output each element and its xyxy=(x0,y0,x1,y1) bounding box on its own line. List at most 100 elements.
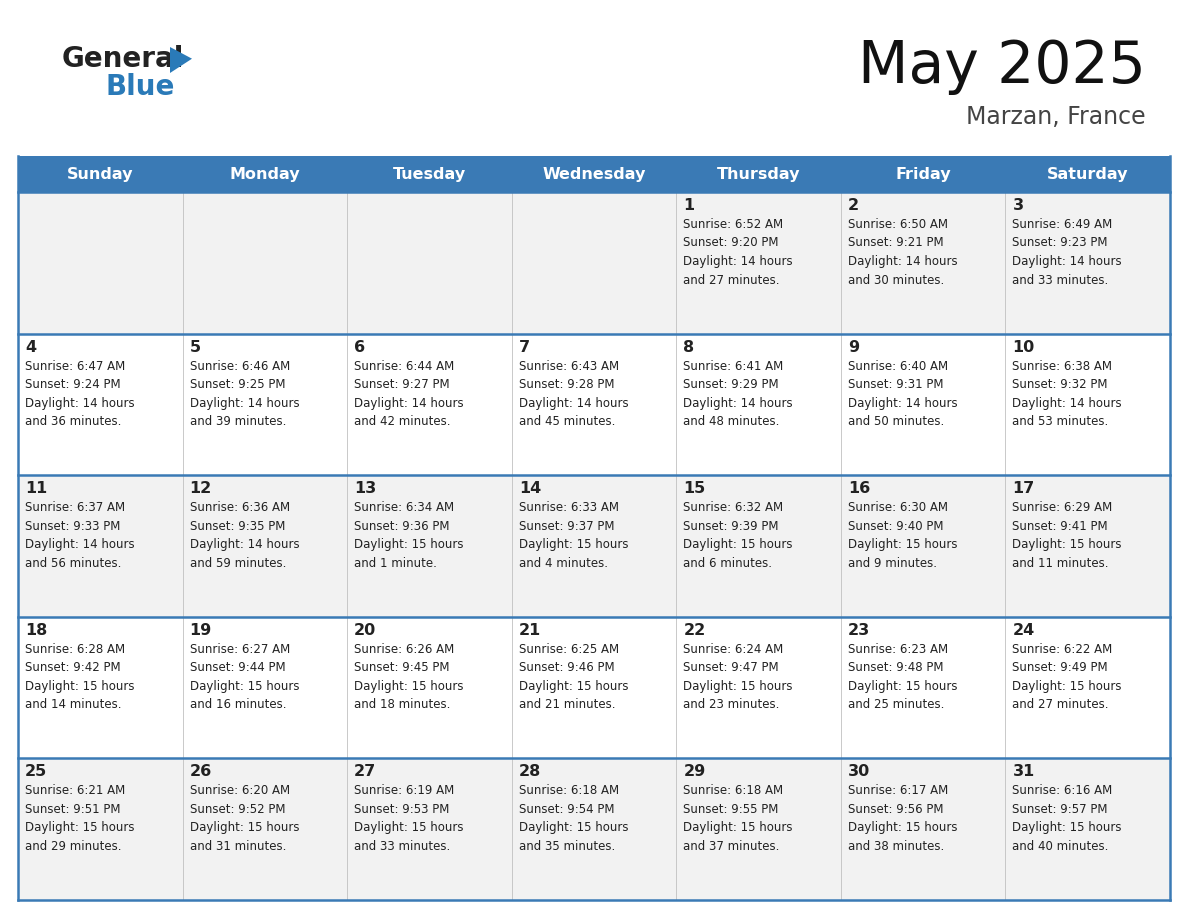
Bar xyxy=(183,617,347,758)
Text: Sunrise: 6:34 AM
Sunset: 9:36 PM
Daylight: 15 hours
and 1 minute.: Sunrise: 6:34 AM Sunset: 9:36 PM Dayligh… xyxy=(354,501,463,570)
Text: 17: 17 xyxy=(1012,481,1035,497)
Bar xyxy=(512,192,676,333)
Bar xyxy=(1005,476,1170,617)
Text: 21: 21 xyxy=(519,622,541,638)
Text: Sunrise: 6:38 AM
Sunset: 9:32 PM
Daylight: 14 hours
and 53 minutes.: Sunrise: 6:38 AM Sunset: 9:32 PM Dayligh… xyxy=(1012,360,1121,428)
Bar xyxy=(676,476,841,617)
Bar xyxy=(512,476,676,617)
Text: Sunrise: 6:25 AM
Sunset: 9:46 PM
Daylight: 15 hours
and 21 minutes.: Sunrise: 6:25 AM Sunset: 9:46 PM Dayligh… xyxy=(519,643,628,711)
Text: Sunrise: 6:16 AM
Sunset: 9:57 PM
Daylight: 15 hours
and 40 minutes.: Sunrise: 6:16 AM Sunset: 9:57 PM Dayligh… xyxy=(1012,784,1121,853)
Text: Marzan, France: Marzan, France xyxy=(966,105,1146,129)
Bar xyxy=(512,617,676,758)
Text: Sunrise: 6:29 AM
Sunset: 9:41 PM
Daylight: 15 hours
and 11 minutes.: Sunrise: 6:29 AM Sunset: 9:41 PM Dayligh… xyxy=(1012,501,1121,570)
Bar xyxy=(841,758,1005,900)
Bar xyxy=(676,156,841,192)
Bar xyxy=(18,156,183,192)
Text: Sunrise: 6:43 AM
Sunset: 9:28 PM
Daylight: 14 hours
and 45 minutes.: Sunrise: 6:43 AM Sunset: 9:28 PM Dayligh… xyxy=(519,360,628,428)
Text: 19: 19 xyxy=(190,622,211,638)
Text: 7: 7 xyxy=(519,340,530,354)
Text: Sunrise: 6:44 AM
Sunset: 9:27 PM
Daylight: 14 hours
and 42 minutes.: Sunrise: 6:44 AM Sunset: 9:27 PM Dayligh… xyxy=(354,360,463,428)
Bar xyxy=(841,192,1005,333)
Bar xyxy=(676,617,841,758)
Bar xyxy=(347,156,512,192)
Bar xyxy=(347,758,512,900)
Text: Sunrise: 6:21 AM
Sunset: 9:51 PM
Daylight: 15 hours
and 29 minutes.: Sunrise: 6:21 AM Sunset: 9:51 PM Dayligh… xyxy=(25,784,134,853)
Text: 24: 24 xyxy=(1012,622,1035,638)
Text: 18: 18 xyxy=(25,622,48,638)
Text: 14: 14 xyxy=(519,481,541,497)
Bar xyxy=(18,192,183,333)
Text: 5: 5 xyxy=(190,340,201,354)
Text: 10: 10 xyxy=(1012,340,1035,354)
Text: 11: 11 xyxy=(25,481,48,497)
Text: 15: 15 xyxy=(683,481,706,497)
Polygon shape xyxy=(170,47,192,73)
Text: Sunrise: 6:20 AM
Sunset: 9:52 PM
Daylight: 15 hours
and 31 minutes.: Sunrise: 6:20 AM Sunset: 9:52 PM Dayligh… xyxy=(190,784,299,853)
Text: 4: 4 xyxy=(25,340,36,354)
Text: 16: 16 xyxy=(848,481,870,497)
Text: 1: 1 xyxy=(683,198,695,213)
Text: May 2025: May 2025 xyxy=(858,38,1146,95)
Bar xyxy=(1005,192,1170,333)
Bar xyxy=(676,758,841,900)
Text: Sunrise: 6:37 AM
Sunset: 9:33 PM
Daylight: 14 hours
and 56 minutes.: Sunrise: 6:37 AM Sunset: 9:33 PM Dayligh… xyxy=(25,501,134,570)
Text: 28: 28 xyxy=(519,765,541,779)
Bar xyxy=(183,476,347,617)
Bar xyxy=(183,333,347,476)
Text: Sunrise: 6:28 AM
Sunset: 9:42 PM
Daylight: 15 hours
and 14 minutes.: Sunrise: 6:28 AM Sunset: 9:42 PM Dayligh… xyxy=(25,643,134,711)
Bar xyxy=(512,758,676,900)
Text: Thursday: Thursday xyxy=(716,166,801,182)
Text: 8: 8 xyxy=(683,340,695,354)
Text: Sunrise: 6:32 AM
Sunset: 9:39 PM
Daylight: 15 hours
and 6 minutes.: Sunrise: 6:32 AM Sunset: 9:39 PM Dayligh… xyxy=(683,501,792,570)
Bar xyxy=(18,333,183,476)
Bar xyxy=(183,192,347,333)
Bar xyxy=(841,617,1005,758)
Bar xyxy=(676,333,841,476)
Text: Sunrise: 6:30 AM
Sunset: 9:40 PM
Daylight: 15 hours
and 9 minutes.: Sunrise: 6:30 AM Sunset: 9:40 PM Dayligh… xyxy=(848,501,958,570)
Text: Sunrise: 6:36 AM
Sunset: 9:35 PM
Daylight: 14 hours
and 59 minutes.: Sunrise: 6:36 AM Sunset: 9:35 PM Dayligh… xyxy=(190,501,299,570)
Text: Sunrise: 6:46 AM
Sunset: 9:25 PM
Daylight: 14 hours
and 39 minutes.: Sunrise: 6:46 AM Sunset: 9:25 PM Dayligh… xyxy=(190,360,299,428)
Bar xyxy=(841,476,1005,617)
Bar xyxy=(183,156,347,192)
Bar xyxy=(1005,758,1170,900)
Text: 31: 31 xyxy=(1012,765,1035,779)
Text: 29: 29 xyxy=(683,765,706,779)
Text: Sunrise: 6:17 AM
Sunset: 9:56 PM
Daylight: 15 hours
and 38 minutes.: Sunrise: 6:17 AM Sunset: 9:56 PM Dayligh… xyxy=(848,784,958,853)
Text: Sunrise: 6:49 AM
Sunset: 9:23 PM
Daylight: 14 hours
and 33 minutes.: Sunrise: 6:49 AM Sunset: 9:23 PM Dayligh… xyxy=(1012,218,1121,286)
Bar xyxy=(841,333,1005,476)
Bar xyxy=(347,192,512,333)
Text: 26: 26 xyxy=(190,765,211,779)
Bar xyxy=(1005,156,1170,192)
Bar xyxy=(347,333,512,476)
Bar xyxy=(18,617,183,758)
Text: 25: 25 xyxy=(25,765,48,779)
Text: Sunrise: 6:23 AM
Sunset: 9:48 PM
Daylight: 15 hours
and 25 minutes.: Sunrise: 6:23 AM Sunset: 9:48 PM Dayligh… xyxy=(848,643,958,711)
Text: Sunrise: 6:22 AM
Sunset: 9:49 PM
Daylight: 15 hours
and 27 minutes.: Sunrise: 6:22 AM Sunset: 9:49 PM Dayligh… xyxy=(1012,643,1121,711)
Text: 2: 2 xyxy=(848,198,859,213)
Text: Sunrise: 6:41 AM
Sunset: 9:29 PM
Daylight: 14 hours
and 48 minutes.: Sunrise: 6:41 AM Sunset: 9:29 PM Dayligh… xyxy=(683,360,792,428)
Text: Sunrise: 6:19 AM
Sunset: 9:53 PM
Daylight: 15 hours
and 33 minutes.: Sunrise: 6:19 AM Sunset: 9:53 PM Dayligh… xyxy=(354,784,463,853)
Text: Sunrise: 6:27 AM
Sunset: 9:44 PM
Daylight: 15 hours
and 16 minutes.: Sunrise: 6:27 AM Sunset: 9:44 PM Dayligh… xyxy=(190,643,299,711)
Bar xyxy=(512,156,676,192)
Text: Sunday: Sunday xyxy=(67,166,133,182)
Bar xyxy=(512,333,676,476)
Text: 23: 23 xyxy=(848,622,870,638)
Text: Sunrise: 6:47 AM
Sunset: 9:24 PM
Daylight: 14 hours
and 36 minutes.: Sunrise: 6:47 AM Sunset: 9:24 PM Dayligh… xyxy=(25,360,134,428)
Text: 6: 6 xyxy=(354,340,365,354)
Text: 20: 20 xyxy=(354,622,377,638)
Bar xyxy=(841,156,1005,192)
Text: 9: 9 xyxy=(848,340,859,354)
Text: 12: 12 xyxy=(190,481,211,497)
Text: Sunrise: 6:52 AM
Sunset: 9:20 PM
Daylight: 14 hours
and 27 minutes.: Sunrise: 6:52 AM Sunset: 9:20 PM Dayligh… xyxy=(683,218,792,286)
Text: Sunrise: 6:33 AM
Sunset: 9:37 PM
Daylight: 15 hours
and 4 minutes.: Sunrise: 6:33 AM Sunset: 9:37 PM Dayligh… xyxy=(519,501,628,570)
Text: Friday: Friday xyxy=(896,166,950,182)
Bar xyxy=(347,476,512,617)
Bar xyxy=(18,476,183,617)
Text: Wednesday: Wednesday xyxy=(542,166,646,182)
Text: Sunrise: 6:24 AM
Sunset: 9:47 PM
Daylight: 15 hours
and 23 minutes.: Sunrise: 6:24 AM Sunset: 9:47 PM Dayligh… xyxy=(683,643,792,711)
Text: Tuesday: Tuesday xyxy=(393,166,466,182)
Text: Saturday: Saturday xyxy=(1047,166,1129,182)
Text: Sunrise: 6:18 AM
Sunset: 9:55 PM
Daylight: 15 hours
and 37 minutes.: Sunrise: 6:18 AM Sunset: 9:55 PM Dayligh… xyxy=(683,784,792,853)
Text: General: General xyxy=(62,45,184,73)
Text: Sunrise: 6:40 AM
Sunset: 9:31 PM
Daylight: 14 hours
and 50 minutes.: Sunrise: 6:40 AM Sunset: 9:31 PM Dayligh… xyxy=(848,360,958,428)
